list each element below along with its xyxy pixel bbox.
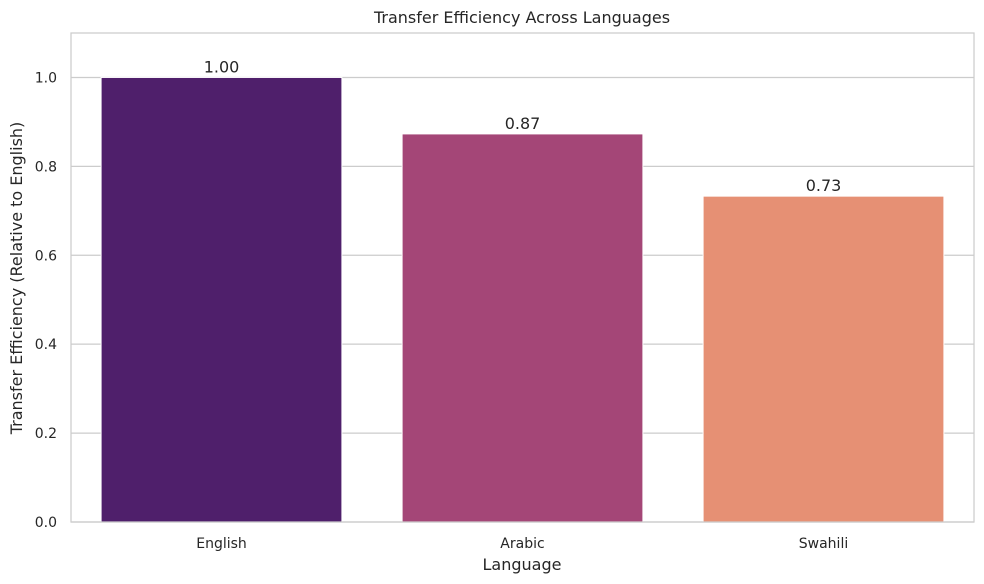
plot-frame [70, 32, 975, 523]
x-tick-labels: English Arabic Swahili [196, 536, 848, 552]
data-label: 1.00 [204, 57, 240, 76]
y-tick-labels: 0.0 0.2 0.4 0.6 0.8 1.0 [35, 70, 57, 531]
y-axis-title: Transfer Efficiency (Relative to English… [7, 122, 26, 436]
data-labels: 1.00 0.87 0.73 [204, 57, 842, 195]
chart-title: Transfer Efficiency Across Languages [373, 8, 670, 27]
data-label: 0.73 [806, 176, 842, 195]
y-tick-label: 1.0 [35, 70, 57, 86]
y-tick-label: 0.6 [35, 248, 57, 264]
bar-english [100, 76, 343, 523]
x-axis-title: Language [483, 555, 562, 574]
y-tick-label: 0.4 [35, 337, 57, 353]
x-tick-label: Swahili [799, 536, 848, 552]
x-tick-label: English [196, 536, 247, 552]
y-tick-label: 0.0 [35, 515, 57, 531]
bars [100, 76, 945, 523]
y-tick-label: 0.8 [35, 159, 57, 175]
bar-arabic [401, 133, 644, 523]
data-label: 0.87 [505, 114, 541, 133]
bar-swahili [702, 195, 945, 523]
x-tick-label: Arabic [500, 536, 544, 552]
y-tick-label: 0.2 [35, 426, 57, 442]
